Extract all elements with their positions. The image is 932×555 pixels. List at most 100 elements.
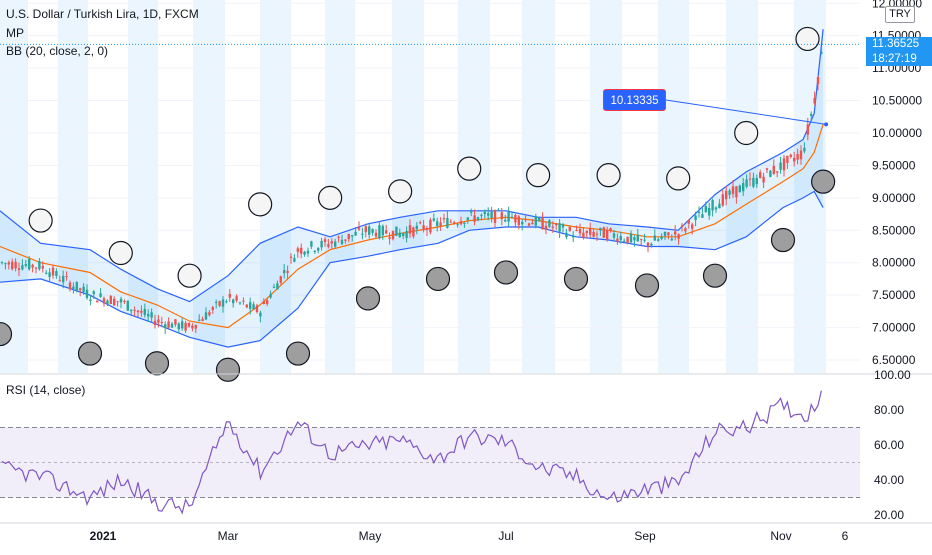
price-axis-label: 8.00000 xyxy=(872,256,916,270)
candle-body xyxy=(279,276,282,283)
candle-body xyxy=(269,294,272,298)
candle-body xyxy=(456,224,459,226)
candle-body xyxy=(228,293,231,298)
price-axis-label: 9.50000 xyxy=(872,158,916,172)
candle-body xyxy=(667,232,670,236)
candle-body xyxy=(657,239,660,241)
candle-body xyxy=(201,318,204,322)
callout-anchor-dot xyxy=(824,122,829,127)
candle-body xyxy=(218,301,221,306)
candle-body xyxy=(755,178,758,185)
candle-body xyxy=(412,227,415,237)
candle-body xyxy=(500,212,503,220)
currency-label[interactable]: TRY xyxy=(885,6,915,23)
candle-body xyxy=(697,211,701,213)
candle-body xyxy=(616,238,619,242)
candle-body xyxy=(551,226,554,228)
candle-body xyxy=(38,260,41,270)
bollinger-bands-label[interactable]: BB (20, close, 2, 0) xyxy=(6,44,109,58)
candle-body xyxy=(633,237,636,241)
candle-body xyxy=(694,215,697,221)
candle-body xyxy=(14,261,17,269)
candle-body xyxy=(45,272,48,274)
candle-body xyxy=(548,220,551,227)
candle-body xyxy=(765,168,769,170)
candle-body xyxy=(762,176,765,183)
candle-body xyxy=(793,158,796,162)
candle-body xyxy=(252,304,255,310)
candle-body xyxy=(731,186,735,195)
candle-body xyxy=(317,247,320,251)
candle-body xyxy=(330,241,333,244)
price-callout[interactable]: 10.13335 xyxy=(603,89,666,111)
candle-body xyxy=(187,322,191,327)
candle-body xyxy=(337,236,340,238)
candle-body xyxy=(643,239,646,241)
candle-body xyxy=(425,228,429,230)
mp-upper-circle xyxy=(177,263,202,288)
candle-body xyxy=(521,221,524,225)
bollinger-upper-line xyxy=(0,29,824,303)
mp-upper-circle xyxy=(734,120,759,146)
candle-body xyxy=(419,222,422,224)
mp-lower-circle xyxy=(811,169,836,194)
candle-body xyxy=(283,270,286,274)
candle-body xyxy=(153,320,157,326)
candle-body xyxy=(136,310,140,312)
candle-body xyxy=(565,232,568,237)
mp-indicator-label[interactable]: MP xyxy=(6,26,24,40)
candle-body xyxy=(344,239,347,241)
mp-upper-circle xyxy=(795,26,820,52)
candle-body xyxy=(415,225,418,230)
candle-body xyxy=(300,247,303,254)
candle-body xyxy=(544,225,548,230)
background-stripe xyxy=(260,0,291,373)
candle-body xyxy=(473,215,476,222)
candle-body xyxy=(531,222,534,225)
price-axis-label: 12.00000 xyxy=(872,0,922,10)
candle-body xyxy=(653,235,656,241)
candle-body xyxy=(351,235,354,237)
candle-body xyxy=(170,323,174,328)
candle-body xyxy=(160,322,163,324)
candle-body xyxy=(102,298,106,304)
candle-body xyxy=(51,267,55,276)
candle-body xyxy=(313,250,316,252)
candle-body xyxy=(592,231,595,237)
last-price-tag: 11.36525 xyxy=(866,37,932,52)
background-stripe xyxy=(458,0,490,373)
candle-body xyxy=(555,223,558,226)
candle-body xyxy=(225,301,228,303)
candle-body xyxy=(640,239,643,241)
candle-body xyxy=(514,214,517,223)
symbol-title[interactable]: U.S. Dollar / Turkish Lira, 1D, FXCM xyxy=(6,7,199,21)
candle-body xyxy=(68,282,72,290)
bar-countdown-tag: 18:27:19 xyxy=(866,52,932,66)
price-axis-label: 10.00000 xyxy=(872,126,922,140)
candle-body xyxy=(568,226,571,231)
candle-body xyxy=(759,172,762,178)
mp-lower-circle xyxy=(144,351,170,376)
bollinger-lower-line xyxy=(0,190,824,348)
mp-upper-circle xyxy=(388,179,413,204)
mp-lower-circle xyxy=(493,260,519,285)
candle-body xyxy=(276,283,279,290)
candle-body xyxy=(4,263,7,265)
candle-body xyxy=(334,241,337,247)
candle-body xyxy=(385,230,388,234)
rsi-axis-label: 80.00 xyxy=(874,403,904,417)
candle-body xyxy=(340,239,344,245)
candle-body xyxy=(113,298,116,306)
candle-body xyxy=(663,231,667,236)
candle-body xyxy=(34,267,38,269)
candle-body xyxy=(109,295,112,305)
candle-body xyxy=(708,207,711,216)
rsi-indicator-label[interactable]: RSI (14, close) xyxy=(6,383,86,397)
candle-body xyxy=(670,238,673,241)
candle-body xyxy=(619,236,622,241)
candle-body xyxy=(361,233,364,235)
time-axis-label: Sep xyxy=(634,529,656,543)
candle-body xyxy=(701,214,704,218)
